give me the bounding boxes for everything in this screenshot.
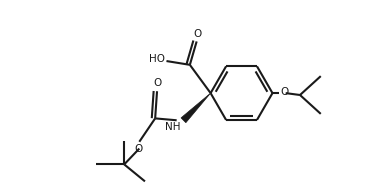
Polygon shape xyxy=(181,93,211,123)
Text: HO: HO xyxy=(149,54,164,64)
Text: NH: NH xyxy=(165,122,181,132)
Text: O: O xyxy=(134,144,143,154)
Text: O: O xyxy=(193,29,201,39)
Text: O: O xyxy=(153,78,161,88)
Text: O: O xyxy=(281,87,289,97)
